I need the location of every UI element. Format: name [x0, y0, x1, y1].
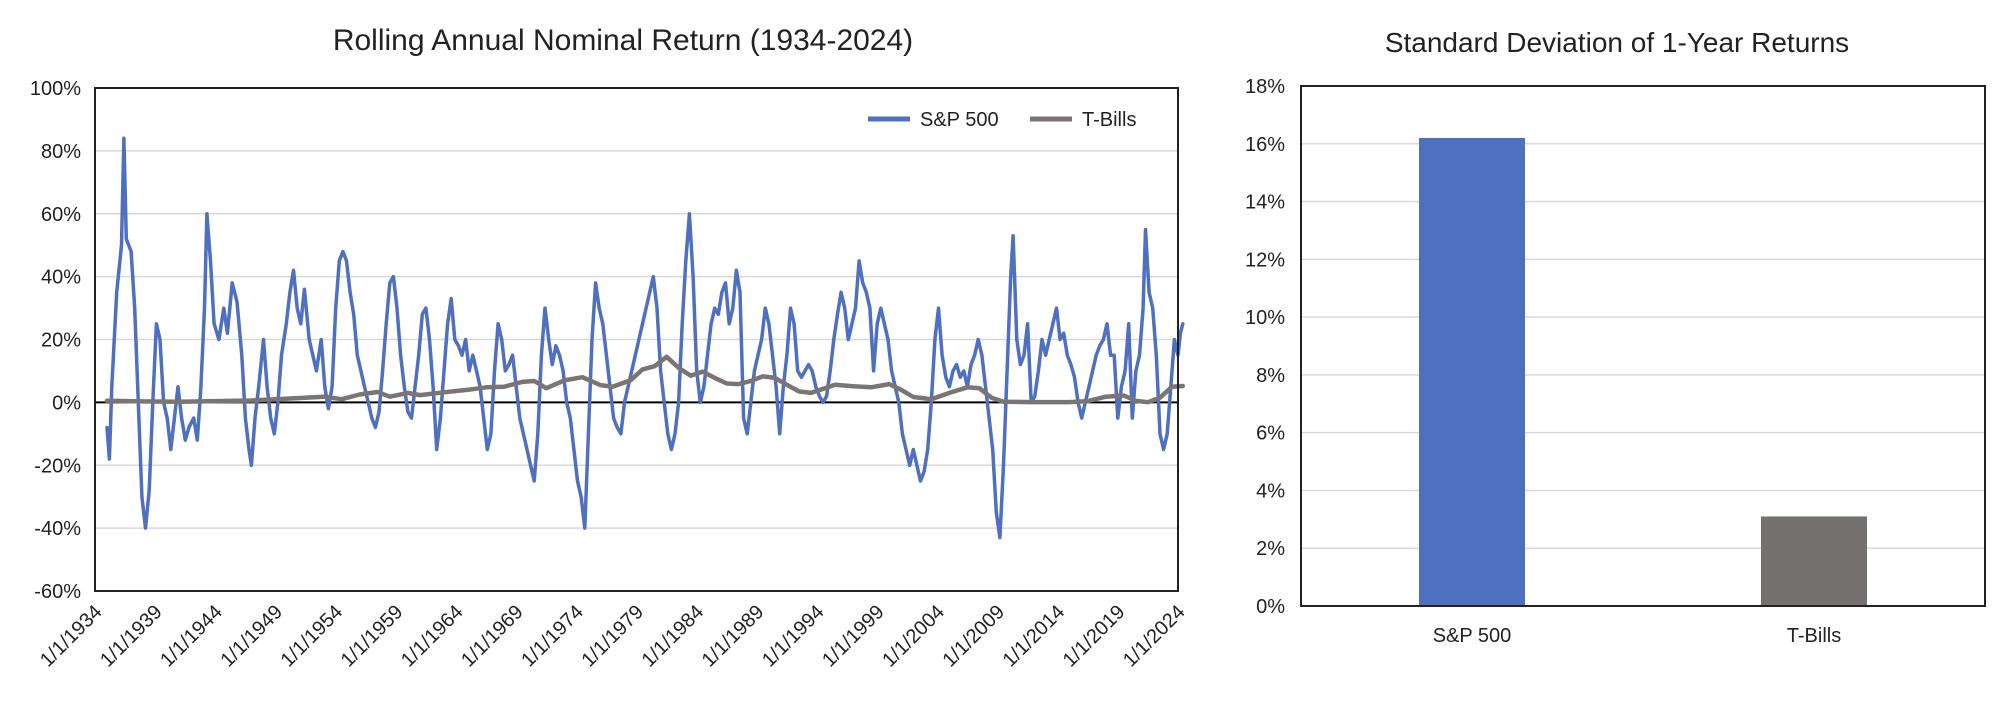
bar-tbills [1760, 516, 1868, 606]
y-tick-label: 100% [30, 78, 81, 100]
y-tick-label: 2% [1256, 538, 1285, 560]
right-chart-title: Standard Deviation of 1-Year Returns [1385, 27, 1849, 58]
bar-sp500 [1418, 138, 1526, 606]
x-category-label: T-Bills [1787, 625, 1841, 647]
x-category-label: S&P 500 [1433, 625, 1512, 647]
x-tick-label: 1/1/2004 [878, 601, 949, 672]
x-tick-label: 1/1/1999 [818, 601, 889, 672]
y-tick-label: 0% [1256, 596, 1285, 618]
series-line-sp500 [105, 136, 1185, 540]
left-chart-series [104, 136, 1186, 540]
right-chart-gridlines [1301, 85, 1985, 607]
x-tick-label: 1/1/1989 [698, 601, 769, 672]
y-tick-label: -40% [34, 518, 81, 540]
x-tick-label: 1/1/1944 [156, 601, 227, 672]
x-tick-label: 1/1/1979 [577, 601, 648, 672]
legend-label-tbills: T-Bills [1082, 109, 1136, 131]
left-chart-x-ticks: 1/1/19341/1/19391/1/19441/1/19491/1/1954… [36, 601, 1190, 672]
x-tick-label: 1/1/2019 [1059, 601, 1130, 672]
left-chart-plot-frame [94, 87, 1179, 592]
y-tick-label: 6% [1256, 423, 1285, 445]
left-chart-y-ticks: 100% 80% 60% 40% 20% 0% -20% -40% -60% [30, 78, 81, 603]
x-tick-label: 1/1/2009 [938, 601, 1009, 672]
x-tick-label: 1/1/1949 [216, 601, 287, 672]
y-tick-label: 40% [41, 267, 81, 289]
legend-label-sp500: S&P 500 [920, 109, 999, 131]
x-tick-label: 1/1/1964 [397, 601, 468, 672]
y-tick-label: 4% [1256, 480, 1285, 502]
x-tick-label: 1/1/1984 [638, 601, 709, 672]
right-chart-x-ticks: S&P 500 T-Bills [1433, 625, 1842, 647]
x-tick-label: 1/1/1969 [457, 601, 528, 672]
right-chart-plot-frame [1300, 85, 1986, 607]
y-tick-label: -20% [34, 455, 81, 477]
x-tick-label: 1/1/1954 [277, 601, 348, 672]
x-tick-label: 1/1/1974 [517, 601, 588, 672]
y-tick-label: 80% [41, 141, 81, 163]
x-tick-label: 1/1/2024 [1119, 601, 1190, 672]
y-tick-label: 16% [1245, 134, 1285, 156]
x-tick-label: 1/1/1934 [36, 601, 107, 672]
y-tick-label: 60% [41, 204, 81, 226]
x-tick-label: 1/1/1959 [337, 601, 408, 672]
x-tick-label: 1/1/1994 [758, 601, 829, 672]
x-tick-label: 1/1/2014 [999, 601, 1070, 672]
y-tick-label: 18% [1245, 76, 1285, 98]
right-chart-y-ticks: 18% 16% 14% 12% 10% 8% 6% 4% 2% 0% [1245, 76, 1285, 618]
left-chart-title: Rolling Annual Nominal Return (1934-2024… [333, 24, 913, 57]
y-tick-label: -60% [34, 581, 81, 603]
y-tick-label: 8% [1256, 365, 1285, 387]
left-chart-legend: S&P 500 T-Bills [868, 109, 1136, 131]
series-line-tbills [104, 354, 1186, 405]
y-tick-label: 0% [52, 392, 81, 414]
x-tick-label: 1/1/1939 [96, 601, 167, 672]
y-tick-label: 20% [41, 330, 81, 352]
y-tick-label: 14% [1245, 192, 1285, 214]
y-tick-label: 10% [1245, 307, 1285, 329]
right-chart-bars [1418, 138, 1868, 606]
y-tick-label: 12% [1245, 249, 1285, 271]
